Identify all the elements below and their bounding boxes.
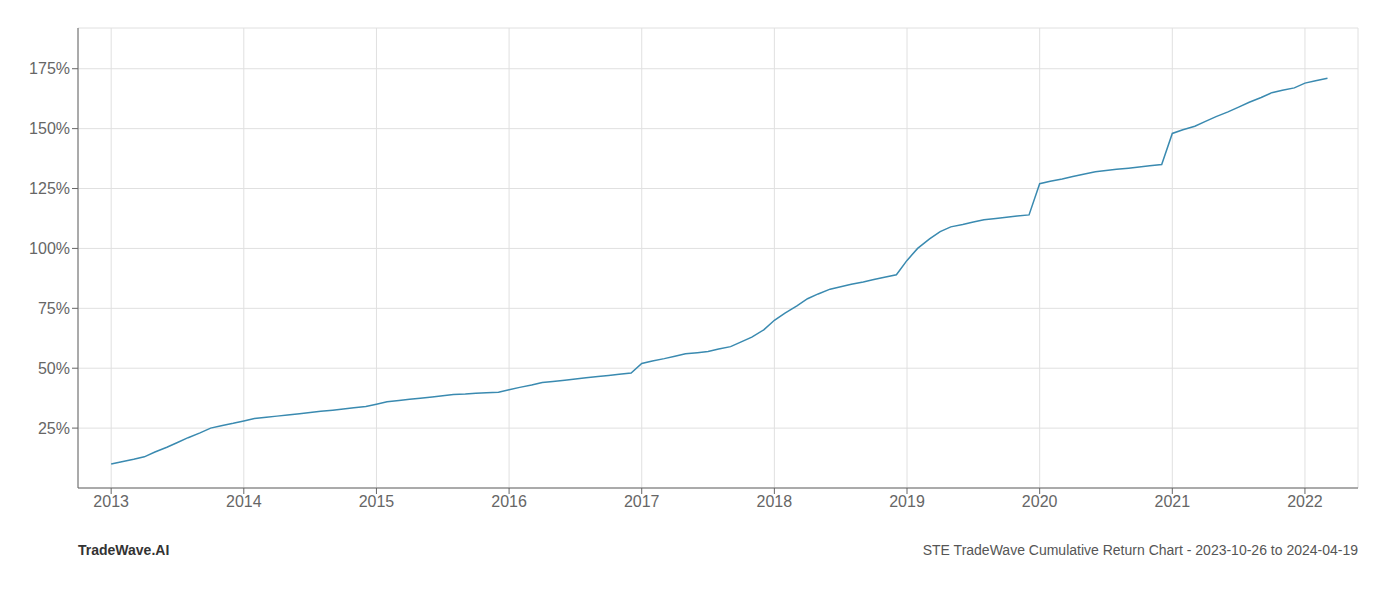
svg-text:25%: 25%: [38, 420, 70, 437]
svg-text:2022: 2022: [1287, 493, 1323, 510]
svg-text:2013: 2013: [93, 493, 129, 510]
svg-text:75%: 75%: [38, 300, 70, 317]
svg-text:50%: 50%: [38, 360, 70, 377]
svg-text:2018: 2018: [757, 493, 793, 510]
svg-text:2019: 2019: [889, 493, 925, 510]
svg-text:100%: 100%: [29, 240, 70, 257]
svg-text:175%: 175%: [29, 60, 70, 77]
html-text:TradeWave.AI: TradeWave.AI: [78, 542, 170, 558]
svg-text:2021: 2021: [1155, 493, 1191, 510]
svg-text:150%: 150%: [29, 120, 70, 137]
svg-text:125%: 125%: [29, 180, 70, 197]
svg-text:2020: 2020: [1022, 493, 1058, 510]
svg-text:2014: 2014: [226, 493, 262, 510]
svg-text:2016: 2016: [491, 493, 527, 510]
svg-text:2015: 2015: [359, 493, 395, 510]
svg-text:2017: 2017: [624, 493, 660, 510]
html-text:STE TradeWave Cumulative Retur: STE TradeWave Cumulative Return Chart - …: [922, 542, 1358, 558]
